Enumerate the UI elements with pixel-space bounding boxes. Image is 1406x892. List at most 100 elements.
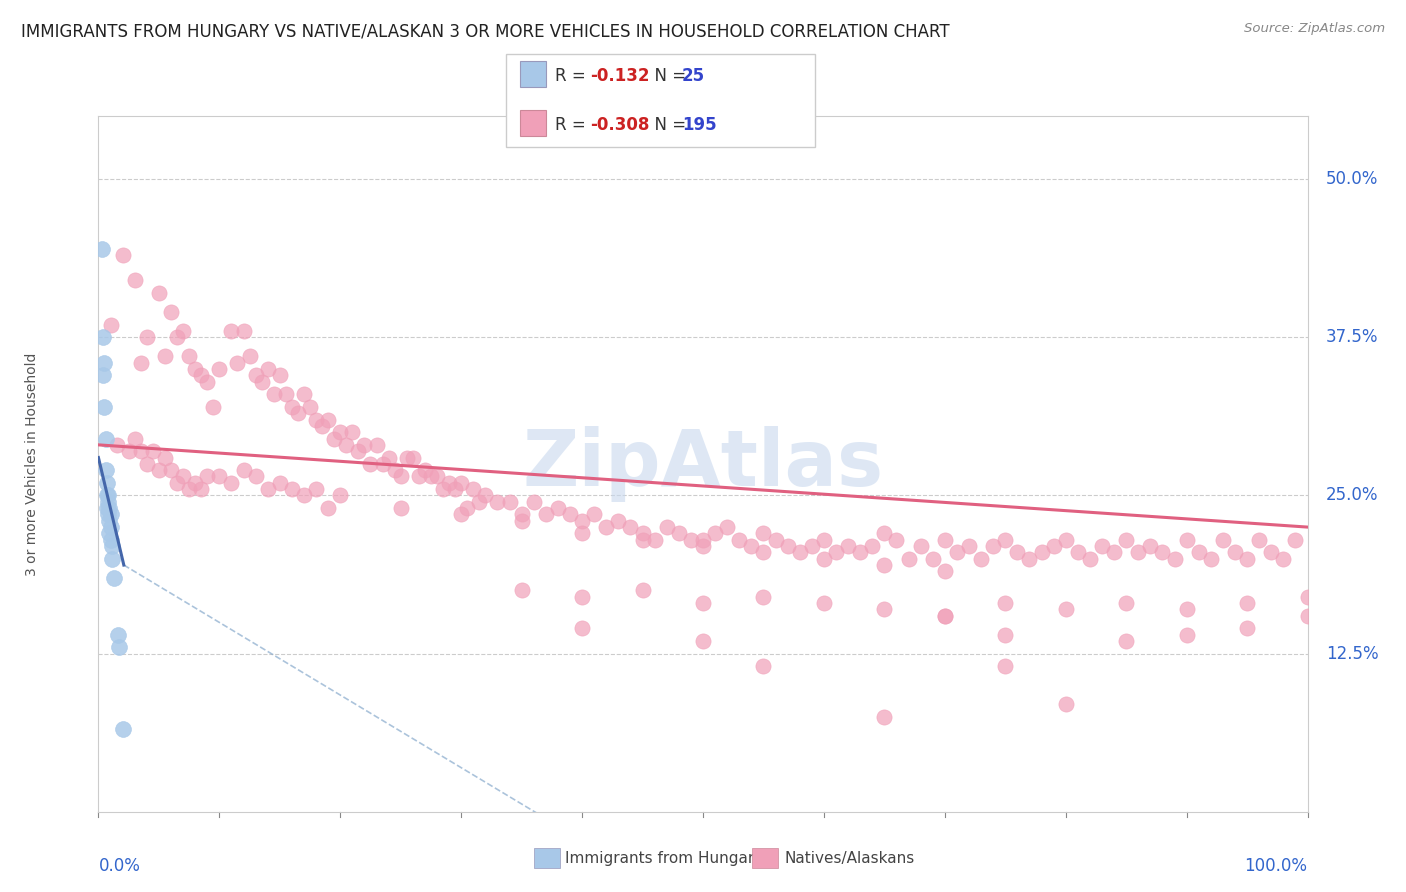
Text: R =: R = — [555, 116, 592, 134]
Point — [571, 526, 593, 541]
Point — [1188, 545, 1211, 559]
Point — [1018, 551, 1040, 566]
Point — [692, 634, 714, 648]
Point — [148, 463, 170, 477]
Point — [160, 305, 183, 319]
Point — [269, 475, 291, 490]
Point — [292, 387, 315, 401]
Point — [1272, 551, 1295, 566]
Point — [166, 330, 188, 344]
Point — [245, 469, 267, 483]
Point — [384, 463, 406, 477]
Point — [366, 438, 388, 452]
Point — [107, 627, 129, 641]
Point — [1236, 596, 1258, 610]
Point — [1054, 602, 1077, 616]
Point — [100, 508, 122, 522]
Point — [450, 508, 472, 522]
Point — [97, 488, 120, 502]
Point — [1175, 602, 1198, 616]
Point — [148, 286, 170, 301]
Point — [692, 539, 714, 553]
Point — [413, 463, 436, 477]
Point — [1067, 545, 1090, 559]
Point — [946, 545, 969, 559]
Point — [93, 356, 115, 370]
Point — [245, 368, 267, 383]
Point — [571, 621, 593, 635]
Point — [316, 412, 339, 426]
Point — [934, 608, 956, 623]
Point — [752, 659, 775, 673]
Point — [825, 545, 848, 559]
Point — [1212, 533, 1234, 547]
Point — [1163, 551, 1185, 566]
Point — [208, 469, 231, 483]
Text: Source: ZipAtlas.com: Source: ZipAtlas.com — [1244, 22, 1385, 36]
Point — [994, 533, 1017, 547]
Point — [142, 444, 165, 458]
Point — [160, 463, 183, 477]
Point — [195, 375, 218, 389]
Point — [571, 514, 593, 528]
Point — [269, 368, 291, 383]
Point — [342, 425, 364, 440]
Point — [1102, 545, 1125, 559]
Point — [1296, 608, 1319, 623]
Point — [607, 514, 630, 528]
Point — [547, 501, 569, 516]
Point — [402, 450, 425, 465]
Point — [100, 318, 122, 332]
Point — [98, 526, 121, 541]
Point — [298, 400, 321, 414]
Point — [1115, 596, 1137, 610]
Point — [994, 596, 1017, 610]
Point — [631, 533, 654, 547]
Point — [813, 596, 835, 610]
Point — [1042, 539, 1064, 553]
Point — [232, 324, 254, 338]
Point — [655, 520, 678, 534]
Point — [208, 362, 231, 376]
Point — [281, 482, 304, 496]
Point — [305, 412, 328, 426]
Point — [100, 533, 122, 547]
Text: 0.0%: 0.0% — [98, 857, 141, 875]
Point — [420, 469, 443, 483]
Point — [256, 362, 278, 376]
Point — [692, 596, 714, 610]
Point — [873, 526, 896, 541]
Point — [886, 533, 908, 547]
Point — [316, 501, 339, 516]
Point — [100, 520, 122, 534]
Point — [426, 469, 449, 483]
Point — [329, 488, 352, 502]
Point — [444, 482, 467, 496]
Point — [897, 551, 920, 566]
Point — [1199, 551, 1222, 566]
Point — [1175, 627, 1198, 641]
Point — [752, 545, 775, 559]
Point — [631, 583, 654, 598]
Point — [1236, 621, 1258, 635]
Point — [94, 463, 117, 477]
Point — [813, 533, 835, 547]
Point — [329, 425, 352, 440]
Point — [118, 444, 141, 458]
Point — [221, 324, 243, 338]
Point — [571, 590, 593, 604]
Point — [1236, 551, 1258, 566]
Point — [292, 488, 315, 502]
Point — [1175, 533, 1198, 547]
Point — [970, 551, 993, 566]
Text: Natives/Alaskans: Natives/Alaskans — [785, 851, 915, 865]
Point — [474, 488, 496, 502]
Point — [395, 450, 418, 465]
Text: -0.132: -0.132 — [591, 67, 650, 85]
Point — [957, 539, 980, 553]
Text: 100.0%: 100.0% — [1244, 857, 1308, 875]
Point — [1115, 533, 1137, 547]
Point — [1296, 590, 1319, 604]
Point — [153, 450, 176, 465]
Point — [135, 457, 157, 471]
